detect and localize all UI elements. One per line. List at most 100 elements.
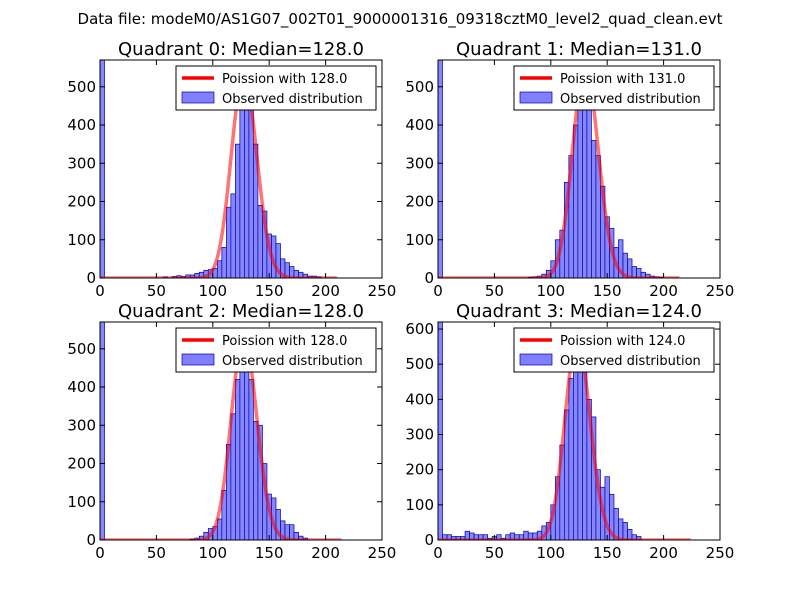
- q1-legend-bar-swatch: [519, 91, 553, 104]
- q2-histogram-bar: [248, 379, 254, 540]
- q3-legend: Poission with 124.0 Observed distribution: [513, 327, 715, 373]
- q3-histogram-bar: [618, 518, 624, 540]
- quadrant-1-panel: 0 50 100 150 200 250 0 100 200 300 400 500 Quadrant …: [405, 39, 734, 300]
- q2-histogram-bar: [235, 379, 241, 540]
- q3-histogram-bar: [573, 342, 579, 540]
- q3-y-tick-label: 400: [405, 390, 434, 408]
- q3-x-tick-label: 100: [536, 544, 565, 562]
- q0-x-tick-label: 250: [368, 282, 397, 300]
- q2-x-tick-label: 250: [368, 544, 397, 562]
- q3-histogram-bar: [568, 377, 574, 540]
- q2-axes-frame: [99, 321, 383, 541]
- quadrant-0-panel: 0 50 100 150 200 250 0 100 200 300 400 500 Quadrant …: [67, 39, 396, 300]
- q0-x-tick-label: 200: [311, 282, 340, 300]
- q0-legend-bar-label: Observed distribution: [222, 92, 363, 107]
- q3-histogram-bar: [622, 522, 628, 540]
- q0-legend-bar-swatch: [181, 91, 215, 104]
- q2-legend: Poission with 128.0 Observed distribution: [175, 327, 377, 373]
- q0-legend: Poission with 128.0 Observed distribution: [175, 65, 377, 111]
- q1-legend: Poission with 131.0 Observed distribution: [513, 65, 715, 111]
- q2-y-tick-label: 100: [67, 493, 96, 511]
- q3-y-tick-label: 100: [405, 496, 434, 514]
- quadrant-3-panel: 0 50 100 150 200 250 0 100 200 300 400 500 600 Quadra…: [405, 301, 734, 562]
- q0-histogram-bar: [235, 143, 241, 278]
- q3-poisson-curve: [438, 337, 692, 540]
- q2-title: Quadrant 2: Median=128.0: [118, 301, 364, 322]
- q0-x-tick-label: 0: [95, 282, 105, 300]
- q1-y-tick-label: 400: [405, 116, 434, 134]
- q2-y-tick-label: 400: [67, 378, 96, 396]
- q2-x-tick-label: 0: [95, 544, 105, 562]
- q1-legend-line-label: Poission with 131.0: [560, 72, 685, 87]
- q2-legend-bar-swatch: [181, 353, 215, 366]
- q1-x-tick-label: 200: [649, 282, 678, 300]
- q0-y-tick-label: 100: [67, 231, 96, 249]
- q3-y-tick-label: 600: [405, 320, 434, 338]
- q3-histogram-bar: [482, 534, 488, 540]
- q0-legend-box: [175, 65, 377, 111]
- q1-histogram-bar: [438, 60, 443, 278]
- q2-y-tick-label: 0: [86, 531, 96, 549]
- q3-histogram-bar: [438, 322, 443, 540]
- q0-histogram-bar: [230, 193, 236, 278]
- q3-axes-frame: [437, 321, 721, 541]
- q0-y-tick-label: 500: [67, 78, 96, 96]
- q1-histogram-bar: [586, 109, 592, 278]
- q1-y-tick-label: 300: [405, 154, 434, 172]
- q1-x-tick-label: 100: [536, 282, 565, 300]
- q0-histogram-bar: [100, 60, 105, 278]
- q1-title: Quadrant 1: Median=131.0: [456, 39, 702, 60]
- q3-x-tick-label: 150: [593, 544, 622, 562]
- q1-y-tick-label: 500: [405, 78, 434, 96]
- figure-suptitle: Data file: modeM0/AS1G07_002T01_90000013…: [78, 10, 723, 29]
- q1-y-tick-label: 100: [405, 231, 434, 249]
- q3-histogram-bar: [496, 534, 502, 540]
- q2-histogram-bar: [253, 421, 259, 540]
- q2-y-tick-label: 500: [67, 340, 96, 358]
- q2-x-tick-label: 100: [198, 544, 227, 562]
- q3-y-tick-label: 0: [424, 531, 434, 549]
- q1-x-tick-label: 0: [433, 282, 443, 300]
- q3-y-tick-label: 300: [405, 426, 434, 444]
- q0-histogram-bar: [239, 105, 245, 278]
- quadrant-2-panel: 0 50 100 150 200 250 0 100 200 300 400 500 Quadrant …: [67, 301, 396, 562]
- q1-x-tick-label: 150: [593, 282, 622, 300]
- q0-y-tick-label: 300: [67, 154, 96, 172]
- q2-plot-area: [100, 322, 343, 540]
- q3-legend-bar-label: Observed distribution: [560, 354, 701, 369]
- q2-x-tick-label: 150: [255, 544, 284, 562]
- q0-histogram-bar: [257, 204, 263, 278]
- q0-x-tick-label: 50: [147, 282, 166, 300]
- q0-axes-frame: [99, 59, 383, 279]
- q2-legend-line-label: Poission with 128.0: [222, 334, 347, 349]
- q0-title: Quadrant 0: Median=128.0: [118, 39, 364, 60]
- q2-x-tick-label: 200: [311, 544, 340, 562]
- q1-axes-frame: [437, 59, 721, 279]
- q3-plot-area: [438, 322, 692, 540]
- q3-y-tick-label: 500: [405, 355, 434, 373]
- q2-legend-bar-label: Observed distribution: [222, 354, 363, 369]
- q0-histogram-bar: [216, 260, 223, 278]
- q1-legend-bar-label: Observed distribution: [560, 92, 701, 107]
- q3-legend-bar-swatch: [519, 353, 553, 366]
- q1-x-tick-label: 250: [706, 282, 735, 300]
- q1-y-tick-label: 0: [424, 269, 434, 287]
- q3-title: Quadrant 3: Median=124.0: [456, 301, 702, 322]
- q1-x-tick-label: 50: [485, 282, 504, 300]
- q0-y-tick-label: 0: [86, 269, 96, 287]
- q3-x-tick-label: 200: [649, 544, 678, 562]
- q1-histogram-bar: [591, 139, 597, 278]
- q2-histogram-bar: [289, 524, 295, 540]
- q0-x-tick-label: 100: [198, 282, 227, 300]
- q2-histogram-bar: [100, 322, 105, 540]
- q3-legend-line-label: Poission with 124.0: [560, 334, 685, 349]
- q2-x-tick-label: 50: [147, 544, 166, 562]
- q0-y-tick-label: 400: [67, 116, 96, 134]
- q0-x-tick-label: 150: [255, 282, 284, 300]
- q0-legend-line-label: Poission with 128.0: [222, 72, 347, 87]
- q2-y-tick-label: 200: [67, 455, 96, 473]
- q3-x-tick-label: 0: [433, 544, 443, 562]
- q0-histogram-bar: [225, 206, 232, 278]
- q0-histogram-bar: [221, 247, 227, 278]
